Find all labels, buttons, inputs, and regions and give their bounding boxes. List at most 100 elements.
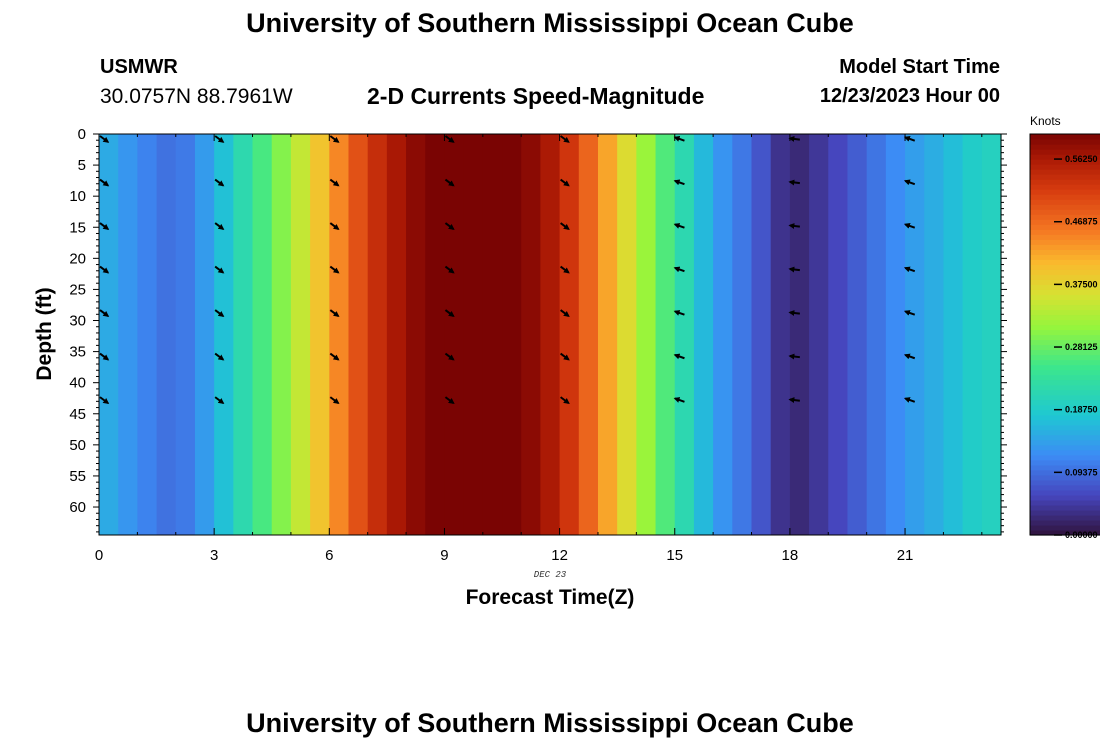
heatmap-column [194,134,215,535]
colorbar-cell [1030,254,1100,260]
colorbar-cell [1030,134,1100,140]
heatmap-column [578,134,599,535]
y-tick-label: 45 [69,406,86,423]
colorbar-cell [1030,514,1100,521]
colorbar-cell [1030,274,1100,280]
y-tick-label: 10 [69,188,86,205]
page-title: University of Southern Mississippi Ocean… [246,8,854,38]
plot-frame [98,133,1002,536]
current-vector-arrow [329,396,340,405]
colorbar-cell [1030,429,1100,436]
heatmap-column [214,134,234,535]
current-vector-arrow [788,266,800,273]
current-vector-arrow [559,222,570,230]
colorbar-tick-label: 0.46875 [1065,217,1098,227]
current-vector-arrow [788,353,800,360]
y-tick-label: 25 [69,281,86,298]
colorbar-cell [1030,419,1100,426]
current-vector-arrow [559,265,570,274]
heatmap-column [751,134,772,535]
colorbar-cell [1030,314,1100,321]
colorbar-cell [1030,364,1100,371]
colorbar-cell [1030,464,1100,471]
current-vectors [99,135,916,405]
colorbar-cell [1030,394,1100,401]
current-vector-arrow [444,352,455,361]
heatmap-column [175,134,196,535]
heatmap-column [290,134,311,535]
colorbar-cell [1030,184,1100,190]
y-tick-label: 20 [69,250,86,267]
heatmap-column [866,134,887,535]
current-vector-arrow [214,135,225,143]
colorbar-cell [1030,489,1100,496]
heatmap-column [693,134,714,535]
current-vector-arrow [329,222,340,230]
colorbar-tick-label: 0.56250 [1065,154,1098,164]
heatmap-column [310,134,330,535]
current-vector-arrow [903,179,916,186]
current-vector-arrow [903,266,916,273]
colorbar-cell [1030,269,1100,275]
current-vector-arrow [444,178,455,187]
colorbar-cell [1030,159,1100,165]
current-vector-arrow [99,222,110,230]
colorbar-cell [1030,384,1100,391]
heatmap-column [981,134,1002,535]
current-vector-arrow [214,309,225,317]
colorbar-cell [1030,509,1100,516]
colorbar-cell [1030,334,1100,341]
heatmap-column [367,134,388,535]
colorbar-tick-label: 0.00000 [1065,530,1098,540]
colorbar-cell [1030,359,1100,366]
heatmap-column [847,134,868,535]
y-tick-label: 55 [69,468,86,485]
heatmap-column [885,134,906,535]
colorbar-cell [1030,454,1100,461]
current-vector-arrow [788,222,800,229]
y-axis: 0 5 10 15 20 25 30 35 40 45 50 55 60 [69,126,1007,533]
y-tick-label: 15 [69,219,86,236]
colorbar-cell [1030,389,1100,396]
colorbar-cell [1030,199,1100,205]
y-tick-label: 40 [69,375,86,392]
date-label: DEC 23 [534,570,567,580]
colorbar: Knots 0.00000 0.09375 0.18750 0.28125 0.3750… [1029,114,1100,540]
colorbar-cell [1030,219,1100,225]
colorbar-cell [1030,319,1100,326]
colorbar-tick-label: 0.37500 [1065,279,1098,289]
colorbar-tick-label: 0.18750 [1065,405,1098,415]
colorbar-cell [1030,414,1100,421]
y-tick-label: 0 [78,126,86,143]
heatmap-column [252,134,273,535]
colorbar-cell [1030,194,1100,200]
current-vector-arrow [559,309,570,317]
heatmap-column [924,134,945,535]
heatmap-column [905,134,925,535]
colorbar-cell [1030,339,1100,346]
colorbar-cell [1030,164,1100,170]
x-tick-label: 12 [551,547,568,564]
current-vector-arrow [903,353,916,360]
current-vector-arrow [788,397,800,404]
current-vector-arrow [673,179,685,186]
current-vector-arrow [559,135,570,143]
heatmap-column [943,134,964,535]
colorbar-cell [1030,349,1100,356]
colorbar-cell [1030,174,1100,180]
current-vector-arrow [99,309,110,317]
current-vector-arrow [903,136,916,142]
current-vector-arrow [444,135,455,143]
current-vector-arrow [329,352,340,361]
colorbar-cell [1030,499,1100,506]
current-vector-arrow [444,309,455,317]
heatmap-column [597,134,618,535]
colorbar-cell [1030,214,1100,220]
model-start-value: 12/23/2023 Hour 00 [819,85,1000,107]
colorbar-cell [1030,244,1100,250]
chart-subtitle: 2-D Currents Speed-Magnitude [367,83,705,109]
current-vector-arrow [788,310,800,316]
y-tick-label: 50 [69,437,86,454]
colorbar-cell [1030,354,1100,361]
current-vector-arrow [903,310,916,316]
